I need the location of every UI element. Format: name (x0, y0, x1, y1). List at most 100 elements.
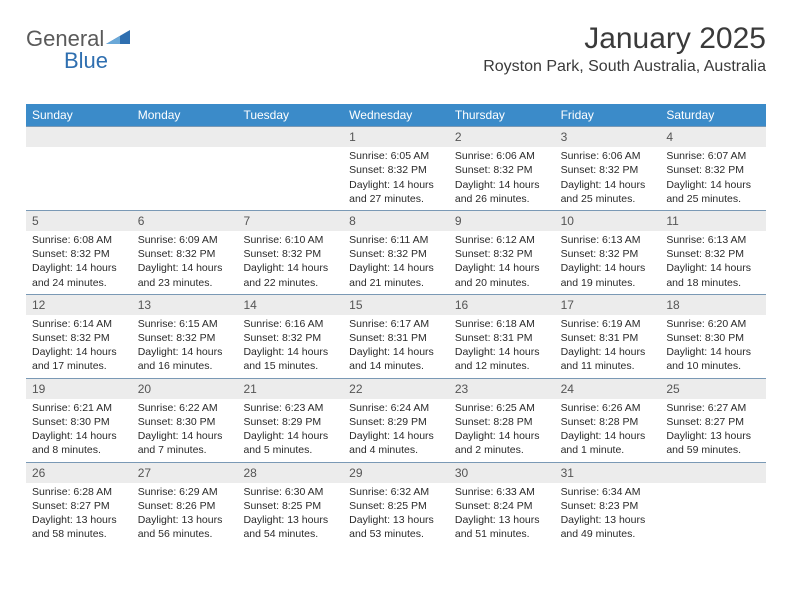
day-line: Daylight: 14 hours (243, 345, 337, 359)
day-line: Daylight: 14 hours (349, 261, 443, 275)
day-line: Daylight: 14 hours (666, 261, 760, 275)
day-line: Sunset: 8:31 PM (455, 331, 549, 345)
day-cell (660, 463, 766, 546)
day-line: Sunrise: 6:13 AM (666, 233, 760, 247)
day-body: Sunrise: 6:19 AMSunset: 8:31 PMDaylight:… (555, 315, 661, 378)
day-number: 25 (660, 379, 766, 399)
logo-text-blue: Blue (64, 48, 108, 74)
day-body: Sunrise: 6:13 AMSunset: 8:32 PMDaylight:… (660, 231, 766, 294)
day-body: Sunrise: 6:33 AMSunset: 8:24 PMDaylight:… (449, 483, 555, 546)
day-body: Sunrise: 6:30 AMSunset: 8:25 PMDaylight:… (237, 483, 343, 546)
day-line: Sunset: 8:27 PM (666, 415, 760, 429)
day-line: Sunrise: 6:06 AM (455, 149, 549, 163)
day-number: 11 (660, 211, 766, 231)
day-cell: 17Sunrise: 6:19 AMSunset: 8:31 PMDayligh… (555, 295, 661, 378)
day-line: Daylight: 13 hours (243, 513, 337, 527)
day-cell: 31Sunrise: 6:34 AMSunset: 8:23 PMDayligh… (555, 463, 661, 546)
day-number: 27 (132, 463, 238, 483)
day-number: 2 (449, 127, 555, 147)
day-body: Sunrise: 6:06 AMSunset: 8:32 PMDaylight:… (555, 147, 661, 210)
day-line: and 8 minutes. (32, 443, 126, 457)
weekday-header: Wednesday (343, 104, 449, 126)
day-line: and 56 minutes. (138, 527, 232, 541)
day-line: Daylight: 14 hours (349, 429, 443, 443)
day-line: Sunset: 8:32 PM (666, 247, 760, 261)
day-line: and 22 minutes. (243, 276, 337, 290)
day-line: Daylight: 14 hours (561, 429, 655, 443)
day-number: 15 (343, 295, 449, 315)
day-line: Sunrise: 6:20 AM (666, 317, 760, 331)
day-line: Sunrise: 6:29 AM (138, 485, 232, 499)
weekday-header: Saturday (660, 104, 766, 126)
day-line: Sunrise: 6:18 AM (455, 317, 549, 331)
day-cell: 24Sunrise: 6:26 AMSunset: 8:28 PMDayligh… (555, 379, 661, 462)
day-body: Sunrise: 6:26 AMSunset: 8:28 PMDaylight:… (555, 399, 661, 462)
day-line: Sunset: 8:27 PM (32, 499, 126, 513)
day-cell (132, 127, 238, 210)
day-line: Daylight: 13 hours (138, 513, 232, 527)
week-row: 1Sunrise: 6:05 AMSunset: 8:32 PMDaylight… (26, 126, 766, 210)
day-line: and 54 minutes. (243, 527, 337, 541)
day-line: and 1 minute. (561, 443, 655, 457)
day-line: Daylight: 14 hours (32, 261, 126, 275)
day-number: 3 (555, 127, 661, 147)
day-line: Daylight: 14 hours (243, 429, 337, 443)
day-number: 1 (343, 127, 449, 147)
day-number: 9 (449, 211, 555, 231)
day-line: and 15 minutes. (243, 359, 337, 373)
day-number: 5 (26, 211, 132, 231)
day-line: Daylight: 14 hours (666, 345, 760, 359)
day-number: 28 (237, 463, 343, 483)
calendar-body: 1Sunrise: 6:05 AMSunset: 8:32 PMDaylight… (26, 126, 766, 545)
week-row: 5Sunrise: 6:08 AMSunset: 8:32 PMDaylight… (26, 210, 766, 294)
day-line: Daylight: 14 hours (561, 178, 655, 192)
day-cell: 13Sunrise: 6:15 AMSunset: 8:32 PMDayligh… (132, 295, 238, 378)
day-line: and 12 minutes. (455, 359, 549, 373)
day-number: 24 (555, 379, 661, 399)
day-line: Sunset: 8:23 PM (561, 499, 655, 513)
day-line: Sunrise: 6:33 AM (455, 485, 549, 499)
day-line: and 20 minutes. (455, 276, 549, 290)
day-line: Daylight: 13 hours (349, 513, 443, 527)
day-body: Sunrise: 6:24 AMSunset: 8:29 PMDaylight:… (343, 399, 449, 462)
day-cell: 27Sunrise: 6:29 AMSunset: 8:26 PMDayligh… (132, 463, 238, 546)
day-line: Sunset: 8:30 PM (32, 415, 126, 429)
day-cell: 21Sunrise: 6:23 AMSunset: 8:29 PMDayligh… (237, 379, 343, 462)
day-number: 19 (26, 379, 132, 399)
day-body: Sunrise: 6:14 AMSunset: 8:32 PMDaylight:… (26, 315, 132, 378)
day-number: 23 (449, 379, 555, 399)
day-line: Sunrise: 6:08 AM (32, 233, 126, 247)
day-cell: 6Sunrise: 6:09 AMSunset: 8:32 PMDaylight… (132, 211, 238, 294)
weekday-header-row: SundayMondayTuesdayWednesdayThursdayFrid… (26, 104, 766, 126)
day-cell: 29Sunrise: 6:32 AMSunset: 8:25 PMDayligh… (343, 463, 449, 546)
day-cell: 4Sunrise: 6:07 AMSunset: 8:32 PMDaylight… (660, 127, 766, 210)
day-line: and 14 minutes. (349, 359, 443, 373)
day-body: Sunrise: 6:13 AMSunset: 8:32 PMDaylight:… (555, 231, 661, 294)
day-line: and 19 minutes. (561, 276, 655, 290)
day-line: Sunrise: 6:34 AM (561, 485, 655, 499)
day-body: Sunrise: 6:08 AMSunset: 8:32 PMDaylight:… (26, 231, 132, 294)
day-body: Sunrise: 6:17 AMSunset: 8:31 PMDaylight:… (343, 315, 449, 378)
day-line: Sunrise: 6:13 AM (561, 233, 655, 247)
location: Royston Park, South Australia, Australia (483, 58, 766, 76)
day-cell: 1Sunrise: 6:05 AMSunset: 8:32 PMDaylight… (343, 127, 449, 210)
day-cell: 7Sunrise: 6:10 AMSunset: 8:32 PMDaylight… (237, 211, 343, 294)
day-number: 31 (555, 463, 661, 483)
day-line: Sunrise: 6:30 AM (243, 485, 337, 499)
day-line: and 7 minutes. (138, 443, 232, 457)
day-cell: 11Sunrise: 6:13 AMSunset: 8:32 PMDayligh… (660, 211, 766, 294)
day-line: Sunset: 8:32 PM (561, 163, 655, 177)
week-row: 12Sunrise: 6:14 AMSunset: 8:32 PMDayligh… (26, 294, 766, 378)
day-line: Daylight: 14 hours (349, 345, 443, 359)
day-cell: 15Sunrise: 6:17 AMSunset: 8:31 PMDayligh… (343, 295, 449, 378)
day-cell: 26Sunrise: 6:28 AMSunset: 8:27 PMDayligh… (26, 463, 132, 546)
empty-day (26, 127, 132, 147)
day-number: 12 (26, 295, 132, 315)
day-line: and 21 minutes. (349, 276, 443, 290)
day-body: Sunrise: 6:05 AMSunset: 8:32 PMDaylight:… (343, 147, 449, 210)
day-number: 22 (343, 379, 449, 399)
day-line: Daylight: 13 hours (455, 513, 549, 527)
day-line: Sunset: 8:32 PM (138, 247, 232, 261)
day-line: Sunrise: 6:25 AM (455, 401, 549, 415)
day-line: Sunrise: 6:12 AM (455, 233, 549, 247)
